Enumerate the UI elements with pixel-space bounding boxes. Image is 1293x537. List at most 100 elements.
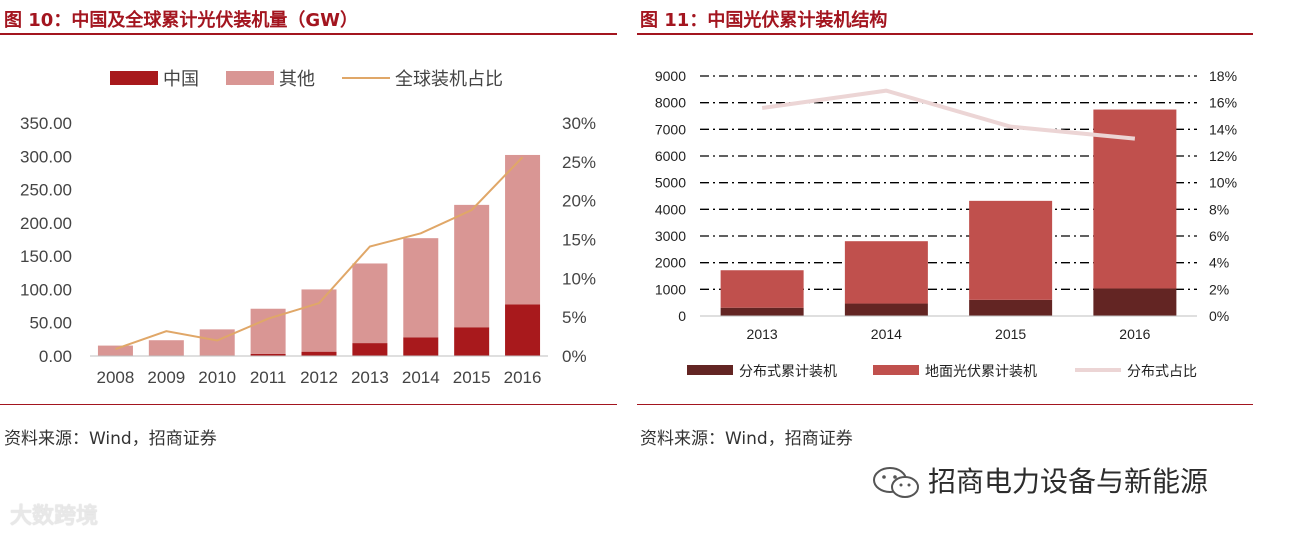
bar-distributed xyxy=(969,299,1053,316)
legend-label: 分布式占比 xyxy=(1127,363,1197,379)
y2-tick-label: 4% xyxy=(1209,255,1229,271)
y-tick-label: 50.00 xyxy=(29,314,72,333)
y-tick-label: 100.00 xyxy=(20,280,72,299)
y-tick-label: 250.00 xyxy=(20,181,72,200)
x-tick-label: 2008 xyxy=(97,368,135,387)
y2-tick-label: 14% xyxy=(1209,121,1237,137)
y2-tick-label: 10% xyxy=(562,269,596,288)
bar-other xyxy=(97,345,133,356)
legend-swatch-other xyxy=(226,71,274,85)
bar-distributed xyxy=(720,307,804,316)
bar-other xyxy=(148,340,184,356)
bar-other xyxy=(505,154,541,305)
y-tick-label: 300.00 xyxy=(20,147,72,166)
y2-tick-label: 5% xyxy=(562,308,587,327)
y-tick-label: 3000 xyxy=(655,228,686,244)
x-tick-label: 2016 xyxy=(504,368,542,387)
right-chart-y2-axis: 0% 2% 4% 6% 8% 10% 12% 14% 16% 18% xyxy=(1209,68,1237,324)
right-chart-y-axis: 0 1000 2000 3000 4000 5000 6000 7000 8000 9000 xyxy=(655,68,686,324)
left-chart-bars xyxy=(97,154,541,356)
y2-tick-label: 2% xyxy=(1209,281,1229,297)
bar-other xyxy=(199,329,235,356)
y2-tick-label: 25% xyxy=(562,153,596,172)
y-tick-label: 2000 xyxy=(655,255,686,271)
y-tick-label: 8000 xyxy=(655,95,686,111)
y-tick-label: 5000 xyxy=(655,175,686,191)
legend-label: 中国 xyxy=(163,69,199,89)
x-tick-label: 2009 xyxy=(147,368,185,387)
right-title-rule xyxy=(637,33,1253,35)
bar-distributed xyxy=(844,303,928,316)
legend-label: 其他 xyxy=(279,69,315,89)
right-chart-grid xyxy=(700,75,1197,290)
y-tick-label: 6000 xyxy=(655,148,686,164)
right-chart: 0 1000 2000 3000 4000 5000 6000 7000 8000 9000 0%… xyxy=(655,68,1237,379)
bar-other xyxy=(250,308,286,354)
y2-tick-label: 18% xyxy=(1209,68,1237,84)
legend-swatch-china xyxy=(110,71,158,85)
wechat-icon xyxy=(872,465,922,501)
bar-ground xyxy=(844,241,928,304)
left-source-note: 资料来源：Wind，招商证券 xyxy=(4,429,217,449)
x-tick-label: 2015 xyxy=(995,326,1026,342)
left-chart-line xyxy=(115,156,524,350)
left-chart-x-axis: 2008 2009 2010 2011 2012 2013 2014 2015 2016 xyxy=(90,355,548,387)
bar-other xyxy=(301,289,337,352)
y-tick-label: 350.00 xyxy=(20,114,72,133)
bar-other xyxy=(454,204,490,328)
left-chart-y-axis: 0.00 50.00 100.00 150.00 200.00 250.00 300.00 3… xyxy=(20,114,72,366)
bar-ground xyxy=(969,200,1053,300)
corner-watermark: 大数跨境 xyxy=(10,498,98,530)
x-tick-label: 2010 xyxy=(198,368,236,387)
bar-china xyxy=(301,351,337,356)
y-tick-label: 4000 xyxy=(655,201,686,217)
left-title-rule xyxy=(0,33,617,35)
legend-swatch-ground xyxy=(873,365,919,375)
y-tick-label: 0.00 xyxy=(39,347,72,366)
right-figure-title: 图 11：中国光伏累计装机结构 xyxy=(640,10,888,31)
bar-china xyxy=(505,304,541,356)
bar-ground xyxy=(1093,109,1177,289)
y2-tick-label: 15% xyxy=(562,231,596,250)
y-tick-label: 9000 xyxy=(655,68,686,84)
x-tick-label: 2012 xyxy=(300,368,338,387)
y-tick-label: 7000 xyxy=(655,121,686,137)
bar-ground xyxy=(720,270,804,308)
bar-china xyxy=(352,343,388,356)
right-chart-bars xyxy=(720,109,1177,316)
y2-tick-label: 20% xyxy=(562,192,596,211)
right-chart-x-axis: 2013 2014 2015 2016 xyxy=(700,315,1197,342)
y2-tick-label: 6% xyxy=(1209,228,1229,244)
y2-tick-label: 12% xyxy=(1209,148,1237,164)
y2-tick-label: 0% xyxy=(562,347,587,366)
y2-tick-label: 30% xyxy=(562,114,596,133)
y-tick-label: 200.00 xyxy=(20,214,72,233)
y2-tick-label: 16% xyxy=(1209,95,1237,111)
y-tick-label: 0 xyxy=(678,308,686,324)
x-tick-label: 2014 xyxy=(402,368,440,387)
y2-tick-label: 0% xyxy=(1209,308,1229,324)
left-bottom-rule xyxy=(0,404,617,405)
right-chart-legend: 分布式累计装机 地面光伏累计装机 分布式占比 xyxy=(687,363,1197,379)
right-bottom-rule xyxy=(637,404,1253,405)
x-tick-label: 2013 xyxy=(351,368,389,387)
x-tick-label: 2013 xyxy=(747,326,778,342)
right-source-note: 资料来源：Wind，招商证券 xyxy=(640,429,853,449)
legend-label: 地面光伏累计装机 xyxy=(925,363,1037,379)
left-chart: 中国 其他 全球装机占比 0.00 50.00 100.00 150.00 200.00 25… xyxy=(20,69,596,387)
legend-label: 分布式累计装机 xyxy=(739,363,837,379)
bar-china xyxy=(250,353,286,356)
line-distributed-share xyxy=(761,88,1136,141)
left-chart-y2-axis: 0% 5% 10% 15% 20% 25% 30% xyxy=(562,114,596,366)
y-tick-label: 150.00 xyxy=(20,247,72,266)
left-figure-title: 图 10：中国及全球累计光伏装机量（GW） xyxy=(4,10,358,31)
x-tick-label: 2011 xyxy=(250,368,287,387)
y-tick-label: 1000 xyxy=(655,281,686,297)
wechat-watermark: 招商电力设备与新能源 xyxy=(872,460,1208,501)
x-tick-label: 2015 xyxy=(453,368,491,387)
line-global-share xyxy=(115,156,524,350)
y2-tick-label: 10% xyxy=(1209,175,1237,191)
legend-swatch-distributed xyxy=(687,365,733,375)
legend-label: 全球装机占比 xyxy=(395,69,503,89)
x-tick-label: 2014 xyxy=(871,326,902,342)
